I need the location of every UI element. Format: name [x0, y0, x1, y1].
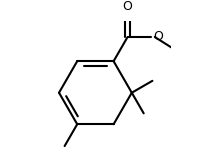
- Text: O: O: [153, 30, 163, 44]
- Text: O: O: [123, 0, 133, 13]
